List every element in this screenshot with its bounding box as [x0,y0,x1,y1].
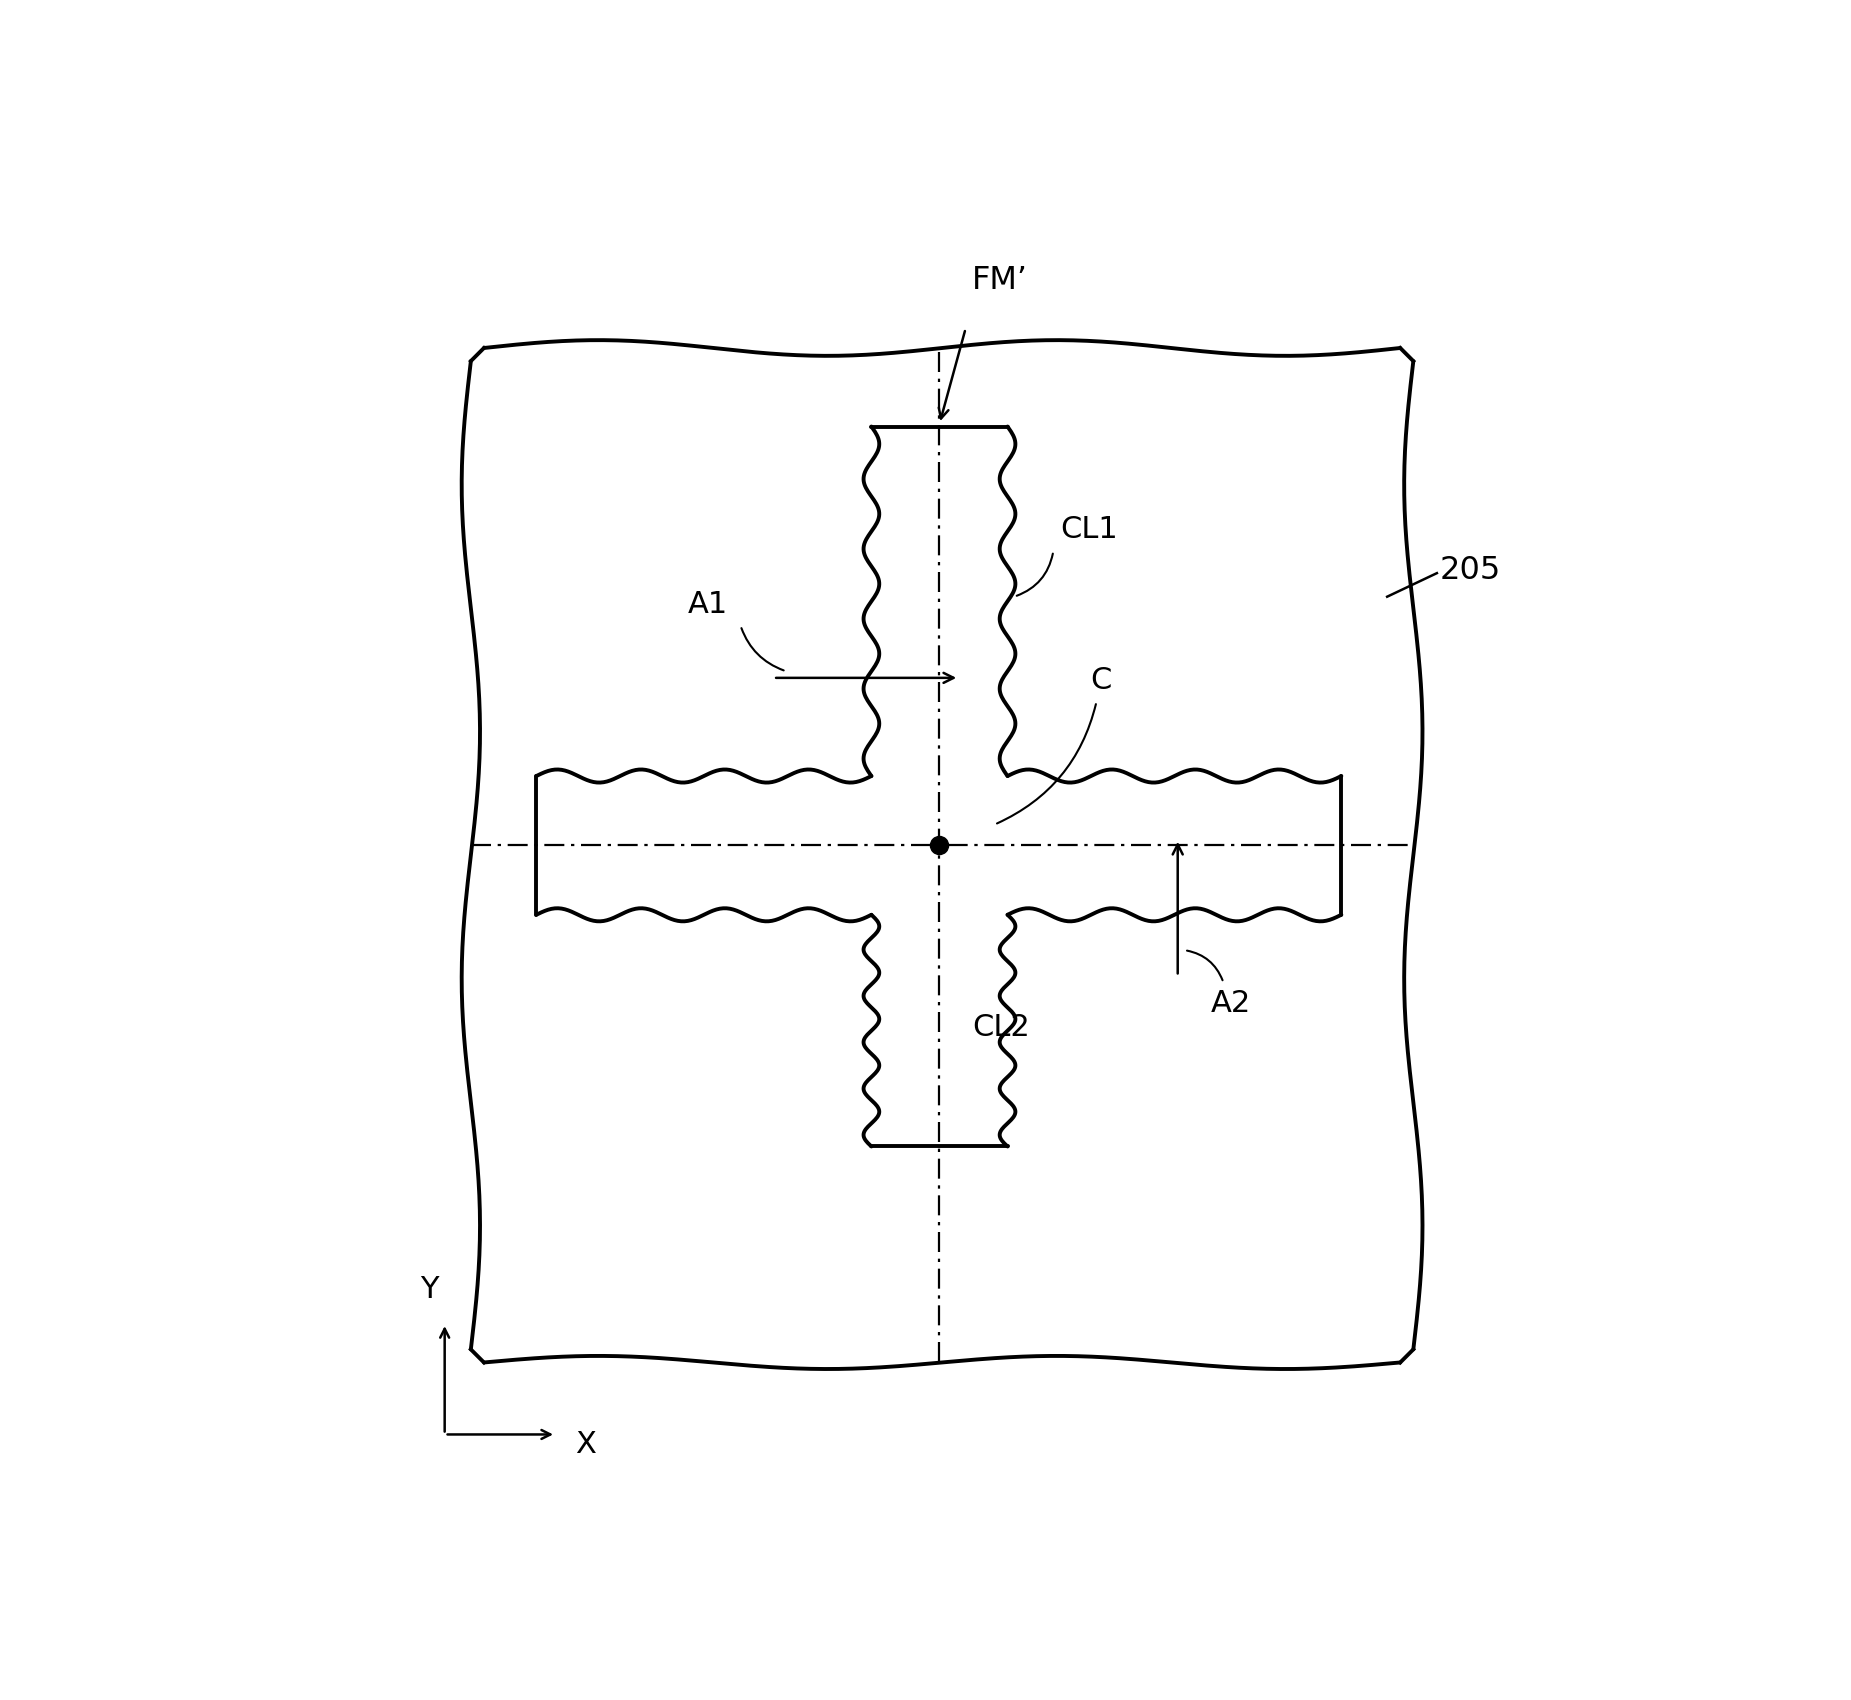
Text: CL1: CL1 [1061,515,1118,544]
Text: 205: 205 [1440,554,1501,586]
Text: A2: A2 [1211,989,1251,1018]
Text: FM’: FM’ [972,265,1027,296]
Text: A1: A1 [689,590,729,619]
Text: CL2: CL2 [972,1013,1029,1042]
Text: X: X [576,1430,596,1459]
Text: Y: Y [420,1275,439,1304]
Text: C: C [1090,666,1111,695]
